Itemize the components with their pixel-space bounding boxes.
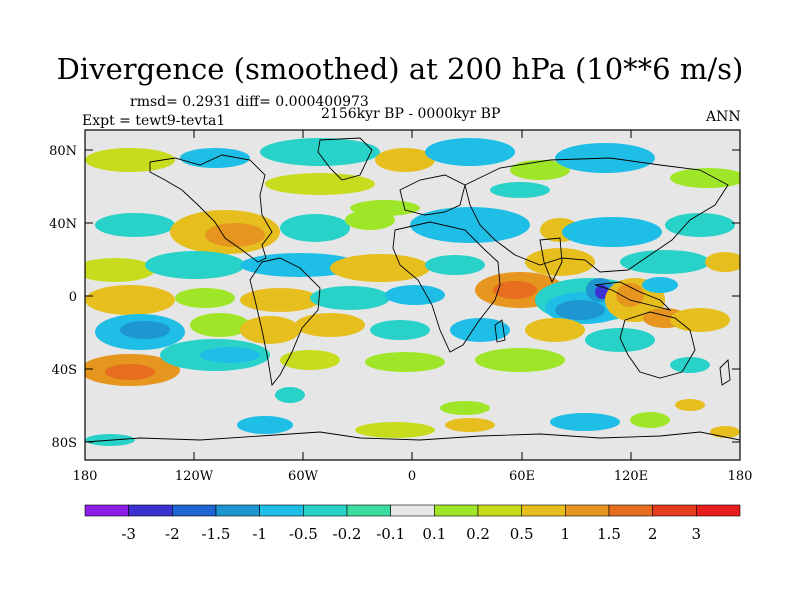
experiment-label: Expt = tewt9-tevta1 (82, 113, 226, 129)
colorbar-swatch (259, 504, 304, 517)
colorbar-swatch (434, 504, 479, 517)
colorbar-label: -0.1 (376, 525, 405, 543)
australia-coast (619, 311, 696, 379)
lat-axis: 80N 40N 0 40S 80S (49, 144, 77, 451)
colorbar-label: 1.5 (597, 525, 621, 543)
colorbar-swatch (696, 504, 741, 517)
colorbar-swatch (390, 504, 435, 517)
colorbar-label: -2 (165, 525, 180, 543)
colorbar-swatch (172, 504, 217, 517)
lon-label: 180 (728, 469, 753, 484)
lon-label: 60W (288, 469, 319, 484)
lon-label: 0 (408, 469, 416, 484)
colorbar-label: 0.2 (466, 525, 490, 543)
indonesia-coast (594, 281, 672, 311)
colorbar-swatch (608, 504, 653, 517)
colorbar-label: -0.2 (333, 525, 362, 543)
colorbar-swatch (521, 504, 566, 517)
axis-ticks (85, 130, 740, 460)
asia-coast (464, 157, 729, 273)
colorbar-swatch (215, 504, 260, 517)
madagascar-coast (494, 319, 506, 343)
greenland-coast (317, 137, 373, 181)
lat-label: 80S (52, 436, 77, 451)
colorbar-swatch (303, 504, 348, 517)
colorbar-swatch (346, 504, 391, 517)
lat-label: 80N (49, 144, 77, 159)
lat-label: 40S (52, 363, 77, 378)
colorbar (84, 504, 741, 517)
colorbar-swatch (128, 504, 173, 517)
colorbar-label: 3 (692, 525, 702, 543)
europe-coast (399, 174, 466, 216)
india-coast (539, 237, 563, 284)
colorbar-label: -3 (121, 525, 136, 543)
map-title: Divergence (smoothed) at 200 hPa (10**6 … (56, 52, 744, 86)
colorbar-swatch (84, 504, 129, 517)
colorbar-label: 2 (648, 525, 658, 543)
south-america-coast (249, 257, 321, 387)
lon-label: 120E (614, 469, 648, 484)
lat-label: 0 (69, 290, 77, 305)
coastlines (85, 137, 740, 443)
colorbar-swatch (477, 504, 522, 517)
colorbar-swatch (565, 504, 610, 517)
africa-coast (392, 221, 501, 353)
lon-axis: 180 120W 60W 0 60E 120E 180 (73, 469, 753, 484)
antarctica-coast (85, 431, 740, 443)
colorbar-label: -1 (252, 525, 267, 543)
colorbar-swatch (652, 504, 697, 517)
stats-line: rmsd= 0.2931 diff= 0.000400973 (130, 94, 369, 110)
new-zealand-coast (719, 359, 731, 386)
north-america-coast (149, 154, 273, 263)
colorbar-label: -0.5 (289, 525, 318, 543)
lon-label: 120W (175, 469, 214, 484)
colorbar-label: 1 (561, 525, 571, 543)
period-label: 2156kyr BP - 0000kyr BP (321, 106, 501, 122)
colorbar-label: 0.1 (422, 525, 446, 543)
season-label: ANN (706, 109, 741, 125)
colorbar-label: 0.5 (510, 525, 534, 543)
lon-label: 180 (73, 469, 98, 484)
colorbar-label: -1.5 (202, 525, 231, 543)
lat-label: 40N (49, 217, 77, 232)
lon-label: 60E (509, 469, 535, 484)
colorbar-labels: -3 -2 -1.5 -1 -0.5 -0.2 -0.1 0.1 0.2 0.5 1 1.5 2 3 (121, 525, 701, 543)
